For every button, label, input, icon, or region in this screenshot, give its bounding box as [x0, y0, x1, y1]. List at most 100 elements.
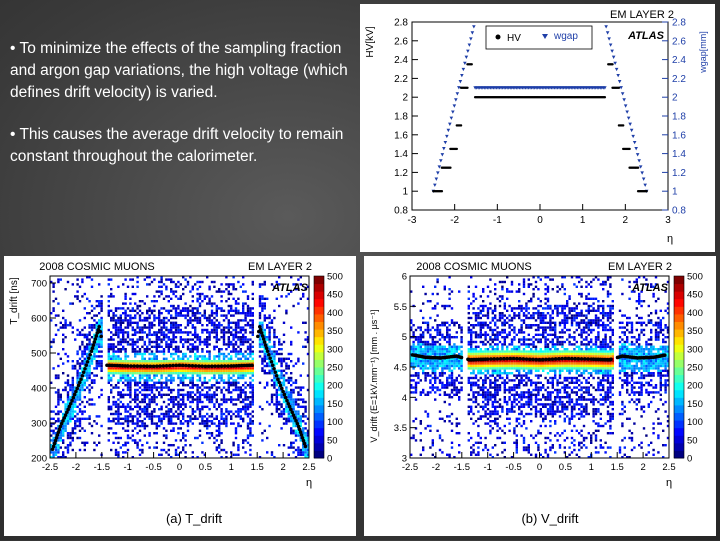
heatmap-cell [475, 420, 477, 422]
heatmap-cell [79, 300, 81, 302]
heatmap-cell [115, 432, 117, 434]
heatmap-cell [470, 377, 472, 379]
heatmap-cell [88, 341, 90, 343]
heatmap-cell [252, 350, 254, 352]
heatmap-cell [124, 451, 126, 453]
heatmap-cell [129, 377, 131, 379]
heatmap-cell [182, 355, 184, 357]
heatmap-cell [201, 314, 203, 316]
heatmap-cell [501, 348, 503, 350]
heatmap-cell [290, 442, 292, 444]
heatmap-cell [266, 437, 268, 439]
heatmap-cell [237, 415, 239, 417]
heatmap-cell [64, 427, 66, 429]
heatmap-cell [249, 307, 251, 309]
profile-point [74, 390, 78, 394]
heatmap-cell [96, 422, 98, 424]
heatmap-cell [470, 454, 472, 456]
heatmap-cell [304, 432, 306, 434]
heatmap-cell [213, 324, 215, 326]
heatmap-cell [170, 420, 172, 422]
heatmap-cell [208, 286, 210, 288]
heatmap-cell [504, 338, 506, 340]
heatmap-cell [489, 322, 491, 324]
heatmap-cell [285, 295, 287, 297]
heatmap-cell [206, 341, 208, 343]
heatmap-cell [151, 372, 153, 374]
heatmap-cell [283, 379, 285, 381]
colorbar-tick-label: 250 [327, 363, 343, 374]
heatmap-cell [417, 341, 419, 343]
heatmap-cell [434, 382, 436, 384]
heatmap-cell [122, 329, 124, 331]
heatmap-cell [158, 425, 160, 427]
heatmap-cell [417, 338, 419, 340]
heatmap-cell [165, 326, 167, 328]
heatmap-cell [172, 430, 174, 432]
heatmap-cell [446, 336, 448, 338]
heatmap-cell [427, 324, 429, 326]
heatmap-cell [427, 331, 429, 333]
heatmap-cell [163, 317, 165, 319]
y-tick-label: 700 [31, 279, 47, 290]
heatmap-cell [84, 389, 86, 391]
heatmap-cell [302, 415, 304, 417]
heatmap-cell [129, 382, 131, 384]
heatmap-cell [170, 331, 172, 333]
x-tick-label: -1.5 [94, 462, 110, 473]
heatmap-cell [492, 372, 494, 374]
heatmap-cell [487, 389, 489, 391]
heatmap-cell [115, 372, 117, 374]
heatmap-cell [100, 341, 102, 343]
heatmap-cell [451, 346, 453, 348]
heatmap-cell [148, 326, 150, 328]
heatmap-cell [208, 350, 210, 352]
heatmap-cell [237, 377, 239, 379]
heatmap-cell [141, 370, 143, 372]
heatmap-cell [204, 358, 206, 360]
heatmap-cell [124, 415, 126, 417]
heatmap-cell [480, 394, 482, 396]
heatmap-cell [482, 406, 484, 408]
heatmap-cell [134, 329, 136, 331]
heatmap-cell [93, 403, 95, 405]
heatmap-cell [470, 341, 472, 343]
heatmap-cell [472, 295, 474, 297]
heatmap-cell [120, 379, 122, 381]
heatmap-cell [460, 362, 462, 364]
heatmap-cell [168, 300, 170, 302]
heatmap-cell [122, 360, 124, 362]
heatmap-cell [110, 427, 112, 429]
heatmap-cell [72, 365, 74, 367]
heatmap-cell [211, 398, 213, 400]
heatmap-cell [412, 346, 414, 348]
profile-point [259, 328, 263, 332]
heatmap-cell [120, 367, 122, 369]
heatmap-cell [213, 360, 215, 362]
heatmap-cell [91, 379, 93, 381]
heatmap-cell [170, 324, 172, 326]
heatmap-cell [165, 278, 167, 280]
heatmap-cell [501, 382, 503, 384]
heatmap-cell [132, 374, 134, 376]
heatmap-cell [475, 346, 477, 348]
heatmap-cell [268, 322, 270, 324]
heatmap-cell [184, 360, 186, 362]
heatmap-cell [264, 305, 266, 307]
heatmap-cell [244, 413, 246, 415]
heatmap-cell [230, 377, 232, 379]
heatmap-cell [62, 451, 64, 453]
heatmap-cell [492, 338, 494, 340]
y2-tick-label: 2.2 [672, 74, 686, 85]
heatmap-cell [168, 350, 170, 352]
heatmap-cell [110, 449, 112, 451]
heatmap-cell [216, 336, 218, 338]
heatmap-cell [192, 360, 194, 362]
heatmap-cell [477, 365, 479, 367]
heatmap-cell [240, 286, 242, 288]
heatmap-cell [76, 377, 78, 379]
heatmap-cell [252, 386, 254, 388]
heatmap-cell [206, 372, 208, 374]
heatmap-cell [249, 360, 251, 362]
heatmap-cell [192, 319, 194, 321]
